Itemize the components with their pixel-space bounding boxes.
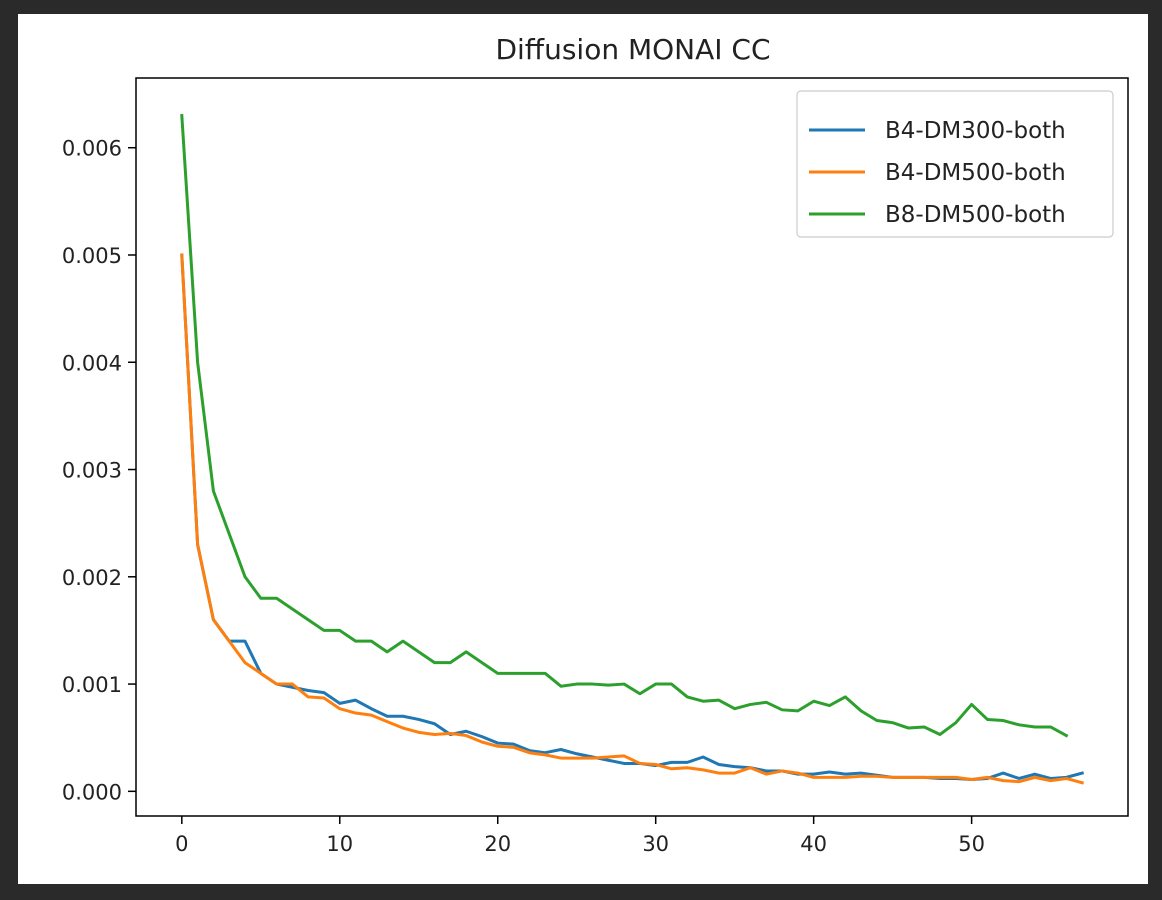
legend-label-0: B4-DM300-both <box>885 118 1066 144</box>
y-tick-label: 0.004 <box>62 351 122 375</box>
y-tick-label: 0.001 <box>62 673 122 697</box>
legend-label-1: B4-DM500-both <box>885 160 1066 186</box>
y-tick-label: 0.003 <box>62 459 122 483</box>
series-line-0 <box>180 253 1085 782</box>
x-tick-label: 0 <box>175 832 188 856</box>
plot-frame <box>135 77 1129 817</box>
chart-title: Diffusion MONAI CC <box>495 33 770 66</box>
y-tick-label: 0.005 <box>62 244 122 268</box>
y-tick-label: 0.006 <box>62 137 122 161</box>
x-tick-label: 50 <box>958 832 985 856</box>
figure: Diffusion MONAI CC 0 10 20 30 40 50 0.000 0.00… <box>18 14 1148 884</box>
y-axis: 0.000 0.001 0.002 0.003 0.004 0.005 0.006 <box>62 137 136 804</box>
legend: B4-DM300-both B4-DM500-both B8-DM500-both <box>796 90 1114 238</box>
series-line-2 <box>180 113 1069 738</box>
x-tick-label: 10 <box>326 832 353 856</box>
y-tick-label: 0.002 <box>62 566 122 590</box>
x-tick-label: 40 <box>800 832 827 856</box>
legend-box <box>796 90 1114 238</box>
legend-label-2: B8-DM500-both <box>885 202 1066 228</box>
line-chart: Diffusion MONAI CC 0 10 20 30 40 50 0.0000.00… <box>62 33 1129 856</box>
x-tick-label: 30 <box>642 832 669 856</box>
x-tick-label: 20 <box>484 832 511 856</box>
y-tick-label: 0.000 <box>62 780 122 804</box>
x-axis: 0 10 20 30 40 50 <box>175 816 985 856</box>
series-line-1 <box>180 253 1085 785</box>
